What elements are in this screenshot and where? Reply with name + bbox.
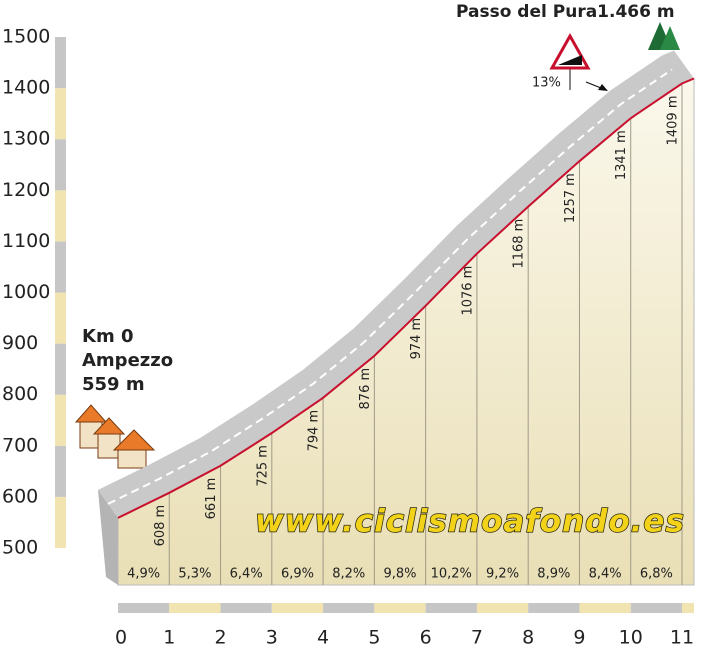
y-tick-label: 900 xyxy=(2,332,38,354)
summit-label: Passo del Pura1.466 m xyxy=(456,2,675,22)
y-axis-segment xyxy=(55,139,66,191)
y-tick-label: 1000 xyxy=(2,281,50,303)
profile-line xyxy=(117,77,695,519)
elevation-label: 1257 m xyxy=(563,173,578,223)
x-axis-segment xyxy=(374,603,426,613)
elevation-label: 608 m xyxy=(153,505,168,547)
x-axis-segment xyxy=(476,603,529,613)
watermark: www.ciclismoafondo.es xyxy=(255,504,685,540)
elevation-label: 794 m xyxy=(307,410,322,452)
y-axis-segment xyxy=(55,88,66,140)
y-tick-label: 1300 xyxy=(2,128,50,150)
x-tick-label: 0 xyxy=(115,627,127,649)
road-band xyxy=(98,50,694,518)
y-axis-segment xyxy=(55,241,66,293)
x-axis-segment xyxy=(118,603,170,613)
x-axis-segment xyxy=(425,603,477,613)
x-tick-label: 2 xyxy=(214,627,226,649)
y-axis-segment xyxy=(55,292,66,344)
x-tick-label: 1 xyxy=(163,627,175,649)
gradient-label: 6,9% xyxy=(281,567,314,582)
x-axis-segment xyxy=(682,603,694,613)
gradient-label: 10,2% xyxy=(431,567,472,582)
x-tick-label: 7 xyxy=(471,627,483,649)
y-axis-segment xyxy=(55,394,66,446)
sign-label: 13% xyxy=(532,76,561,91)
elevation-label: 725 m xyxy=(255,445,270,487)
x-axis-segment xyxy=(528,603,580,613)
x-axis-segment xyxy=(271,603,324,613)
x-axis-segment xyxy=(220,603,272,613)
gradient-label: 5,3% xyxy=(178,567,211,582)
gradient-label: 8,9% xyxy=(537,567,570,582)
gradient-label: 6,8% xyxy=(640,567,673,582)
x-axis-segment xyxy=(323,603,375,613)
elevation-label: 1076 m xyxy=(460,266,475,316)
elevation-label: 1409 m xyxy=(666,96,681,146)
elevation-label: 1168 m xyxy=(512,219,527,269)
start-label: 559 m xyxy=(82,374,145,395)
elevation-label: 661 m xyxy=(204,478,219,520)
y-tick-label: 1200 xyxy=(2,179,50,201)
y-axis-segment xyxy=(55,37,66,89)
y-axis-segment xyxy=(55,190,66,242)
x-axis-segment xyxy=(169,603,221,613)
y-tick-label: 1400 xyxy=(2,77,50,99)
y-tick-label: 600 xyxy=(2,485,38,507)
gradient-label: 9,2% xyxy=(486,567,519,582)
y-tick-label: 1100 xyxy=(2,230,50,252)
background xyxy=(55,37,694,613)
x-tick-label: 6 xyxy=(420,627,432,649)
x-tick-label: 11 xyxy=(670,627,694,649)
x-axis-segment xyxy=(630,603,682,613)
x-tick-label: 3 xyxy=(266,627,278,649)
x-tick-label: 9 xyxy=(573,627,585,649)
x-axis-segment xyxy=(579,603,631,613)
gradient-label: 9,8% xyxy=(383,567,416,582)
x-tick-label: 10 xyxy=(619,627,643,649)
x-tick-label: 8 xyxy=(522,627,534,649)
elevation-label: 974 m xyxy=(409,318,424,360)
y-tick-label: 500 xyxy=(2,537,38,559)
start-label: Km 0 xyxy=(82,326,134,347)
gradient-label: 6,4% xyxy=(230,567,263,582)
y-axis-segment xyxy=(55,343,66,395)
road-side xyxy=(98,489,118,585)
elevation-label: 876 m xyxy=(358,368,373,410)
y-tick-label: 1500 xyxy=(2,26,50,48)
x-tick-label: 5 xyxy=(368,627,380,649)
gradient-label: 8,2% xyxy=(332,567,365,582)
elevation-label: 1341 m xyxy=(614,130,629,180)
road-centerline xyxy=(107,68,673,505)
village-icon xyxy=(74,404,156,469)
y-tick-label: 800 xyxy=(2,383,38,405)
y-tick-label: 700 xyxy=(2,434,38,456)
x-tick-label: 4 xyxy=(317,627,329,649)
gradient-label: 8,4% xyxy=(589,567,622,582)
y-axis-segment xyxy=(55,496,66,548)
trees-icon xyxy=(648,22,680,50)
y-axis-segment xyxy=(55,445,66,497)
start-label: Ampezzo xyxy=(82,350,173,371)
gradient-label: 4,9% xyxy=(127,567,160,582)
gradient-sign xyxy=(549,32,608,91)
